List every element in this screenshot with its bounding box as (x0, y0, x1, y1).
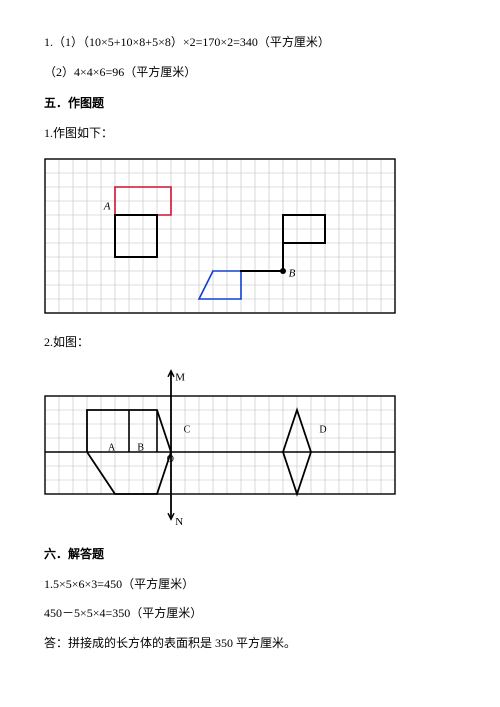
section6-header: 六．解答题 (44, 544, 456, 566)
section5-item2: 2.如图： (44, 332, 456, 354)
figure2-container: M N A B C O D (44, 368, 456, 526)
problem1-part2: （2）4×4×6=96（平方厘米） (44, 62, 456, 84)
svg-text:N: N (175, 516, 183, 526)
section6-line1: 1.5×5×6×3=450（平方厘米） (44, 574, 456, 596)
problem1-part1: 1.（1）（10×5+10×8+5×8）×2=170×2=340（平方厘米） (44, 32, 456, 54)
svg-text:A: A (103, 201, 111, 213)
svg-text:D: D (319, 424, 326, 435)
svg-text:O: O (167, 454, 174, 465)
svg-text:B: B (137, 443, 144, 454)
svg-text:M: M (175, 372, 185, 384)
svg-text:B: B (289, 268, 296, 280)
section5-header: 五．作图题 (44, 93, 456, 115)
section5-item1: 1.作图如下： (44, 123, 456, 145)
svg-text:C: C (184, 424, 191, 435)
figure2-svg: M N A B C O D (44, 368, 396, 526)
figure1-svg: AB (44, 158, 396, 314)
figure1-container: AB (44, 158, 456, 314)
section6-line2: 450－5×5×4=350（平方厘米） (44, 603, 456, 625)
section6-answer: 答：拼接成的长方体的表面积是 350 平方厘米。 (44, 633, 456, 655)
svg-text:A: A (108, 443, 116, 454)
